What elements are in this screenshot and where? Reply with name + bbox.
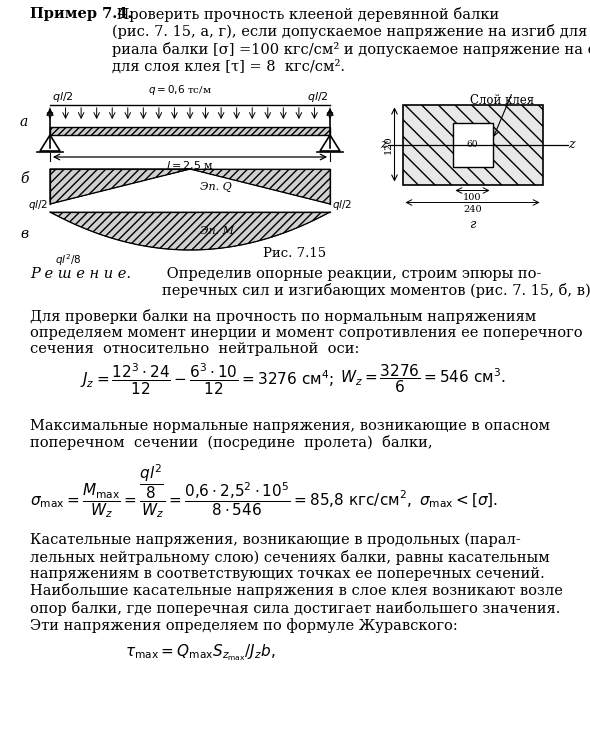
Text: $J_z = \dfrac{12^3 \cdot 24}{12} - \dfrac{6^3 \cdot 10}{12} = 3276\ \mathrm{см}^: $J_z = \dfrac{12^3 \cdot 24}{12} - \dfra… [80,362,334,397]
Text: Пример 7.4.: Пример 7.4. [30,7,132,21]
Text: г: г [469,217,476,231]
Text: $l=2{,}5$ м: $l=2{,}5$ м [166,159,214,172]
Text: б: б [20,172,28,186]
Text: Для проверки балки на прочность по нормальным напряжениям
определяем момент инер: Для проверки балки на прочность по норма… [30,309,582,356]
Text: 120: 120 [384,135,392,154]
Text: $\tau_{\mathrm{max}} = Q_{\mathrm{max}} S_{z_{\mathrm{max}}} / J_z b,$: $\tau_{\mathrm{max}} = Q_{\mathrm{max}} … [125,643,275,663]
Bar [453,122,493,166]
Text: $q=0{,}6$ тс/м: $q=0{,}6$ тс/м [148,83,212,97]
Text: Максимальные нормальные напряжения, возникающие в опасном
поперечном  сечении  (: Максимальные нормальные напряжения, возн… [30,419,550,450]
Text: в: в [20,227,28,241]
Text: z: z [380,138,386,151]
Text: $ql/2$: $ql/2$ [52,90,74,104]
Polygon shape [50,169,190,204]
Text: 100: 100 [463,193,482,201]
Polygon shape [190,169,330,204]
Text: Р е ш е н и е.: Р е ш е н и е. [30,267,131,281]
Bar [50,127,330,135]
Text: Определив опорные реакции, строим эпюры по-
перечных сил и изгибающих моментов (: Определив опорные реакции, строим эпюры … [162,267,590,299]
Text: Эп. Q: Эп. Q [200,182,232,192]
Text: $ql/2$: $ql/2$ [307,90,328,104]
Text: Эп. М: Эп. М [200,226,234,236]
Text: Касательные напряжения, возникающие в продольных (парал-
лельных нейтральному сл: Касательные напряжения, возникающие в пр… [30,533,563,633]
Text: $W_z = \dfrac{3276}{6} = 546\ \mathrm{см}^3.$: $W_z = \dfrac{3276}{6} = 546\ \mathrm{см… [340,362,506,395]
Text: 240: 240 [463,204,482,214]
Text: $ql/2$: $ql/2$ [28,198,48,212]
Text: z: z [569,138,575,151]
Bar [50,127,330,135]
Text: Рис. 7.15: Рис. 7.15 [264,247,326,260]
Bar [402,105,542,184]
Text: Проверить прочность клееной деревянной балки
(рис. 7. 15, а, г), если допускаемо: Проверить прочность клееной деревянной б… [112,7,590,73]
Text: $ql/2$: $ql/2$ [332,198,352,212]
Polygon shape [50,212,330,250]
Bar [402,105,542,184]
Text: а: а [20,115,28,129]
Text: $ql^2/8$: $ql^2/8$ [55,252,81,268]
Text: 60: 60 [467,140,478,149]
Text: $\sigma_{\mathrm{max}} = \dfrac{M_{\mathrm{max}}}{W_z} = \dfrac{\dfrac{ql^2}{8}}: $\sigma_{\mathrm{max}} = \dfrac{M_{\math… [30,462,498,520]
Text: Слой клея: Слой клея [470,94,535,107]
